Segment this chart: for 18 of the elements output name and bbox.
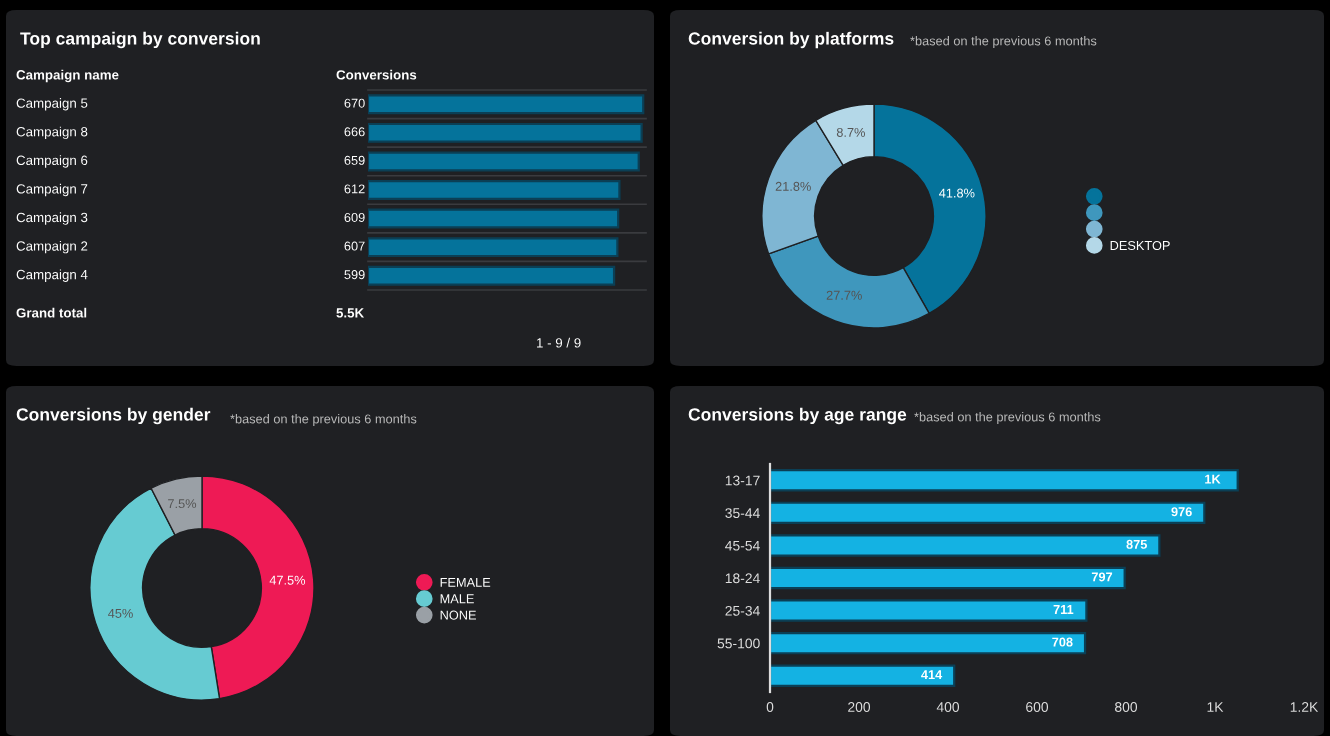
chart-title: Conversion by platforms [688,31,894,49]
bar [368,94,645,115]
bar [770,566,1126,590]
bar [368,237,619,258]
chart-title: Conversions by age range [688,407,907,425]
bar [368,265,616,286]
bar [770,599,1088,622]
bar [770,469,1239,492]
bar [770,501,1206,525]
bar [368,208,620,229]
bar [368,180,621,200]
bar [770,664,956,687]
text: Top campaign by conversion [20,31,260,49]
bar [770,534,1161,557]
bar [368,122,643,143]
bar [770,631,1087,655]
bar [368,151,640,172]
chart-title: Conversions by gender [16,407,211,425]
